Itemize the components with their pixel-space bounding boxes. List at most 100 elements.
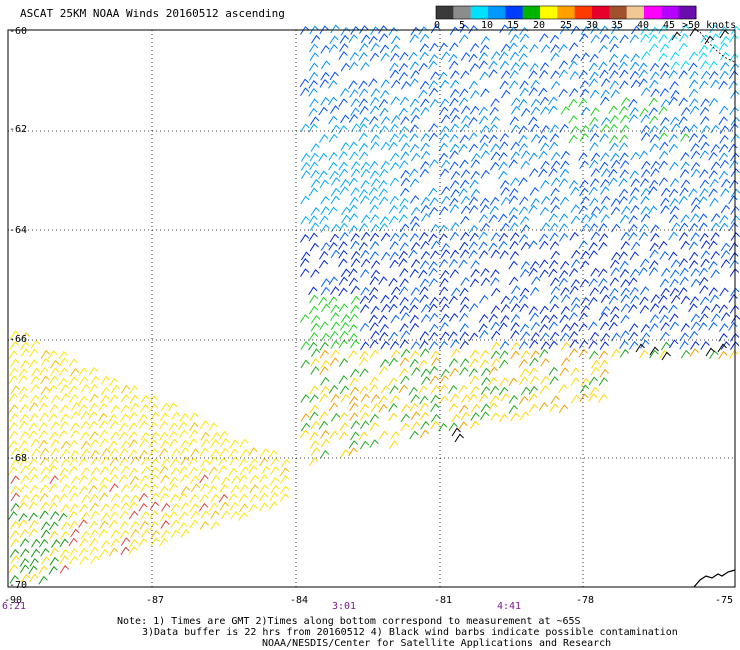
wind-barb [348,395,359,405]
wind-barb [19,484,29,493]
wind-barb [440,243,450,252]
wind-barb [529,260,540,270]
wind-barb [390,349,401,359]
wind-barb [160,458,171,468]
wind-barb [200,510,210,520]
wind-barb [88,484,98,494]
wind-barb [669,269,680,279]
wind-barb [409,268,419,278]
wind-barb [369,349,379,359]
wind-barb [460,411,470,421]
wind-barb [228,493,238,502]
wind-barb [348,447,358,457]
wind-barb [588,376,599,386]
wind-barb [78,475,89,484]
wind-barb [598,278,608,287]
wind-barb [550,160,561,170]
wind-barb [301,170,311,179]
wind-barb [410,286,420,296]
wind-barb [560,323,571,333]
wind-barb [359,322,370,332]
wind-barb [600,116,611,126]
wind-barb [100,448,111,457]
wind-barb [449,179,460,189]
wind-barb [718,26,729,35]
wind-barb [639,107,649,117]
wind-barb [308,107,318,117]
wind-barb [40,521,51,531]
wind-barb [409,61,420,70]
wind-barb [599,285,609,295]
wind-barb [481,376,491,386]
wind-barb [219,447,229,457]
wind-barb [308,305,319,315]
wind-barb [380,232,391,242]
wind-barb [348,114,359,123]
lat-label: -66 [9,334,28,345]
wind-barb [658,295,668,304]
wind-barb [610,159,621,169]
wind-barb [480,169,490,179]
wind-barb [379,125,389,135]
wind-barb [728,222,739,232]
wind-barb [359,25,369,34]
wind-barb [8,404,19,413]
wind-barb [640,187,650,197]
wind-barb [28,501,38,511]
wind-barb [730,25,740,35]
note-line: NOAA/NESDIS/Center for Satellite Applica… [262,638,612,649]
wind-barb [98,420,109,429]
wind-barb [140,457,151,466]
wind-barb [60,393,70,402]
wind-barb [358,189,368,198]
wind-barb [570,53,581,63]
wind-barb [89,538,99,547]
wind-barb [440,114,451,124]
wind-barb [629,251,639,261]
wind-barb [510,322,520,331]
wind-barb [130,483,140,493]
wind-barb [420,160,430,170]
wind-barb [350,240,360,250]
wind-barb [708,260,718,270]
wind-barb [579,132,589,142]
wind-barb [509,295,519,305]
wind-barb [458,188,468,197]
wind-barb [389,385,399,395]
wind-barb [49,475,59,484]
wind-barb [390,115,401,124]
wind-barb [280,485,290,495]
wind-barb [300,394,310,403]
wind-barb [518,44,528,54]
wind-barb [378,99,389,108]
wind-barb [530,332,540,341]
wind-barb [718,304,728,314]
wind-barb [649,303,660,312]
wind-barb [330,177,341,186]
wind-barb [410,107,420,116]
wind-barb [701,125,711,134]
wind-barb [558,178,569,187]
wind-barb [108,377,119,387]
wind-barb [480,277,490,287]
wind-barb [559,25,570,35]
wind-barb [348,333,358,342]
wind-barb [560,305,570,315]
colorbar-swatch [470,6,489,19]
wind-barb [10,385,20,395]
wind-barb [480,386,491,395]
wind-barb [519,368,530,378]
wind-barb [470,170,480,180]
wind-barb [409,358,419,368]
wind-barb [668,143,678,153]
wind-barb [309,43,319,53]
wind-barb [679,340,689,350]
wind-barb [669,161,679,171]
wind-barb [588,241,598,251]
wind-barb [729,179,739,189]
wind-barb [260,448,270,457]
wind-barb [100,539,111,549]
wind-barb [300,268,310,277]
wind-barb [490,151,501,161]
wind-barb [398,107,408,117]
